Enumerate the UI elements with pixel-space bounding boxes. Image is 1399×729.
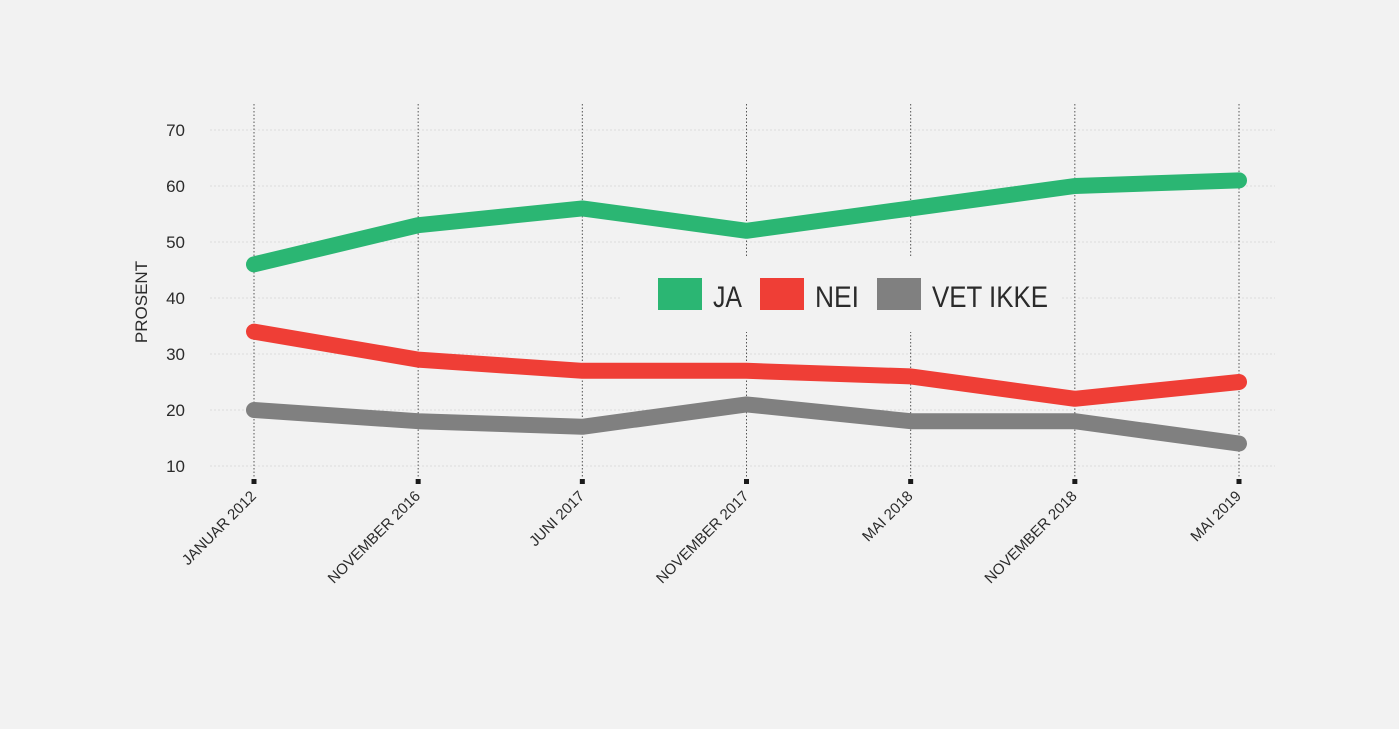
legend-label: NEI bbox=[815, 281, 859, 314]
legend-label: JA bbox=[713, 281, 742, 314]
y-axis-ticks: 10 20 30 40 50 60 70 bbox=[166, 121, 185, 476]
y-tick-label: 60 bbox=[166, 177, 185, 196]
y-tick-label: 10 bbox=[166, 457, 185, 476]
legend-swatch bbox=[877, 278, 921, 310]
x-tick-label: MAI 2019 bbox=[1187, 488, 1244, 545]
y-tick-label: 50 bbox=[166, 233, 185, 252]
x-tick-mark bbox=[579, 479, 585, 484]
y-axis-title: PROSENT bbox=[132, 261, 151, 343]
legend-label: VET IKKE bbox=[932, 281, 1048, 314]
legend: JA NEI VET IKKE bbox=[620, 256, 1060, 332]
x-tick-label: JUNI 2017 bbox=[526, 488, 588, 550]
x-tick-mark bbox=[415, 479, 421, 484]
y-tick-label: 30 bbox=[166, 345, 185, 364]
x-tick-label: MAI 2018 bbox=[859, 488, 916, 545]
x-tick-mark bbox=[251, 479, 257, 484]
legend-swatch bbox=[658, 278, 702, 310]
y-tick-label: 70 bbox=[166, 121, 185, 140]
x-tick-label: NOVEMBER 2018 bbox=[981, 488, 1080, 587]
legend-swatch bbox=[760, 278, 804, 310]
x-tick-mark bbox=[1236, 479, 1242, 484]
y-tick-label: 40 bbox=[166, 289, 185, 308]
series bbox=[246, 172, 1247, 452]
x-tick-label: JANUAR 2012 bbox=[179, 488, 260, 569]
y-tick-label: 20 bbox=[166, 401, 185, 420]
x-tick-label: NOVEMBER 2016 bbox=[325, 488, 424, 587]
x-tick-mark bbox=[744, 479, 749, 484]
x-tick-mark bbox=[908, 479, 914, 484]
x-tick-mark bbox=[1072, 479, 1078, 484]
x-axis-ticks: JANUAR 2012 NOVEMBER 2016 JUNI 2017 NOVEMBE… bbox=[179, 479, 1245, 587]
x-tick-label: NOVEMBER 2017 bbox=[653, 488, 752, 587]
